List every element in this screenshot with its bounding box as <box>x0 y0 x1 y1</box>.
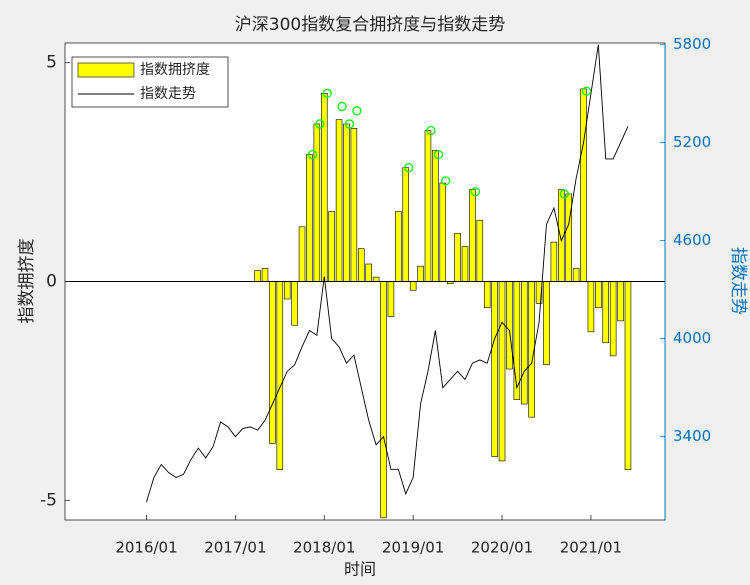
bar <box>439 182 447 282</box>
bar <box>498 281 506 462</box>
bar <box>261 268 269 282</box>
bar <box>617 281 624 322</box>
bar <box>335 119 343 282</box>
chart-title: 沪深300指数复合拥挤度与指数走势 <box>235 15 505 35</box>
bar <box>580 88 587 282</box>
bar <box>424 130 432 282</box>
bar <box>313 123 321 282</box>
legend-swatch <box>77 62 135 78</box>
x-tick-label: 2016/01 <box>115 539 177 557</box>
highlight-marker <box>441 176 451 186</box>
bar <box>432 149 439 282</box>
highlight-marker <box>344 119 355 129</box>
y-tick-label: 5 <box>46 53 57 73</box>
bar <box>350 128 358 282</box>
y2-tick-label: 5800 <box>673 35 711 53</box>
bar <box>483 281 491 309</box>
bar <box>402 167 410 282</box>
bar <box>543 281 550 365</box>
x-axis-label: 时间 <box>344 560 376 579</box>
highlight-marker <box>322 88 332 98</box>
bar <box>454 233 461 282</box>
x-tick-label: 2021/01 <box>560 539 622 557</box>
x-tick-label: 2018/01 <box>293 539 355 557</box>
bar <box>306 154 313 282</box>
bar <box>298 226 306 282</box>
y-tick-label: -5 <box>40 490 57 510</box>
bar <box>565 193 572 282</box>
bar <box>380 281 387 519</box>
highlight-marker <box>352 106 362 116</box>
x-tick-label: 2017/01 <box>204 539 266 557</box>
y2-tick-label: 4600 <box>673 231 711 249</box>
bar <box>417 265 424 282</box>
bar <box>283 281 291 300</box>
plot-content <box>65 44 665 519</box>
bar <box>602 281 610 344</box>
bar <box>587 281 595 333</box>
bar <box>624 281 632 470</box>
bar <box>328 211 335 282</box>
bar <box>291 281 298 326</box>
y2-tick-label: 4000 <box>673 329 711 347</box>
bar <box>358 248 365 282</box>
bar <box>365 263 372 282</box>
highlight-marker <box>315 119 325 129</box>
y2-tick-label: 5200 <box>673 133 711 151</box>
y2-axis-label: 指数走势 <box>728 247 748 315</box>
highlight-marker <box>404 163 414 173</box>
y2-tick-label: 3400 <box>673 427 711 445</box>
bar <box>513 281 521 400</box>
bar <box>343 123 350 282</box>
bar <box>469 189 476 282</box>
bar <box>276 281 284 470</box>
legend-label: 指数走势 <box>140 86 196 102</box>
bar <box>572 268 580 282</box>
bar <box>520 281 528 405</box>
bar <box>387 281 395 317</box>
index-line <box>146 44 629 503</box>
bar <box>269 281 276 444</box>
bar <box>395 211 402 282</box>
highlight-marker <box>426 125 436 136</box>
y-tick-label: 0 <box>46 272 57 292</box>
bar <box>491 281 498 457</box>
bar <box>550 241 558 282</box>
bar <box>409 281 417 291</box>
bar <box>506 281 513 370</box>
x-tick-label: 2020/01 <box>471 539 533 557</box>
highlight-marker <box>307 149 318 160</box>
bar <box>372 276 380 282</box>
bar <box>609 281 617 357</box>
highlight-marker <box>337 101 347 112</box>
highlight-marker <box>433 149 444 160</box>
bar <box>254 270 261 282</box>
highlight-marker <box>581 86 592 96</box>
bar <box>476 219 484 282</box>
y-axis-label: 指数拥挤度 <box>17 239 37 324</box>
highlight-marker <box>559 189 569 199</box>
bar <box>461 246 469 282</box>
x-tick-label: 2019/01 <box>382 539 444 557</box>
highlight-marker <box>470 187 481 197</box>
legend-label: 指数拥挤度 <box>140 62 210 78</box>
bar <box>595 281 602 309</box>
